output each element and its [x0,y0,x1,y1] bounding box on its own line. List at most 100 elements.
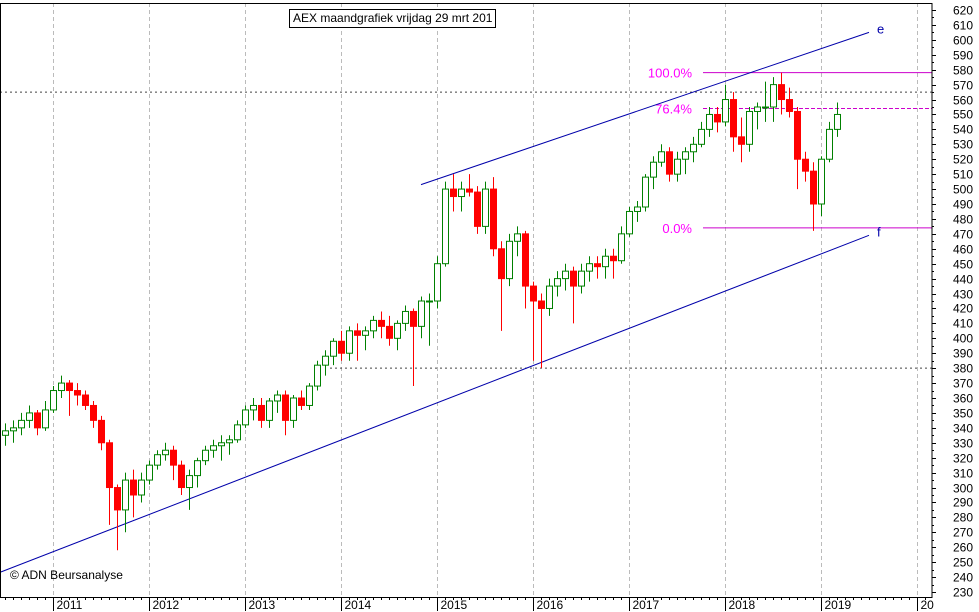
candle-body-down [130,479,137,496]
y-tick-label: 440 [953,273,973,287]
candle-body-up [266,400,273,421]
candle [738,117,745,163]
candle-body-up [722,99,729,123]
y-tick-label: 380 [953,362,973,376]
y-tick-label: 280 [953,511,973,525]
x-tick-label: 2012 [153,598,180,612]
candle-body-down [450,188,457,198]
candle [434,256,441,309]
y-tick-label: 270 [953,526,973,540]
candle [18,412,25,436]
x-tick-label: 2018 [729,598,756,612]
candle-body-down [522,233,529,287]
candle [826,121,833,163]
candle-body-down [802,158,809,172]
y-tick-label: 320 [953,452,973,466]
candle-body-down [90,404,97,421]
candle-body-down [378,319,385,327]
candle [242,405,249,428]
candle-body-down [354,330,361,336]
candle [482,181,489,234]
watermark: © ADN Beursanalyse [10,568,123,582]
candle [578,263,585,294]
candle [730,92,737,152]
candle [450,174,457,212]
candle-body-up [482,188,489,227]
y-tick-label: 240 [953,571,973,585]
candle [802,151,809,182]
candle-body-up [618,233,625,262]
candle [162,442,169,461]
y-tick-label: 250 [953,556,973,570]
candle-body-up [650,161,657,178]
y-tick-label: 410 [953,317,973,331]
candle [770,77,777,122]
candle-body-up [418,300,425,327]
candle [394,320,401,351]
candle-body-up [586,263,593,272]
candle-body-up [554,278,561,287]
candle-body-up [18,419,25,429]
candle [570,266,577,324]
candle [42,400,49,431]
y-tick-label: 510 [953,168,973,182]
candle [202,445,209,466]
candle-body-up [210,445,217,451]
candle-body-up [314,364,321,387]
candle [530,281,537,361]
candle-body-down [178,464,185,489]
candle-body-down [410,310,417,327]
candle-body-up [506,240,513,280]
candle-body-up [202,449,209,462]
candle-body-down [794,110,801,160]
candle-body-down [282,394,289,421]
y-tick-label: 420 [953,302,973,316]
candle [362,326,369,351]
candle [306,383,313,410]
candle [538,293,545,369]
candle [138,472,145,503]
x-tick-label: 2017 [633,598,660,612]
candle-body-up [546,285,553,309]
candle [690,136,697,163]
x-tick-label: 2014 [345,598,372,612]
candle-body-up [50,390,57,411]
candle-body-up [226,439,233,444]
y-tick-label: 600 [953,34,973,48]
candle [98,415,105,451]
candle [634,201,641,222]
y-tick-label: 370 [953,377,973,391]
y-tick-label: 540 [953,123,973,137]
candle [74,383,81,406]
y-tick-label: 550 [953,108,973,122]
candle [698,121,705,148]
candle-body-down [82,394,89,406]
candle [642,174,649,212]
y-tick-label: 260 [953,541,973,555]
candle [258,398,265,428]
candle [330,338,337,366]
candle [618,226,625,264]
candle [602,248,609,279]
candle [58,375,65,398]
candle-body-up [10,427,17,432]
candle [186,469,193,510]
y-tick-label: 290 [953,496,973,510]
candle [90,400,97,428]
candle-body-down [170,449,177,466]
trendline-e [420,31,870,186]
candle [722,84,729,127]
candle-body-down [530,285,537,302]
candle-body-down [386,325,393,339]
candle [322,350,329,376]
candle [354,323,361,361]
y-tick-label: 390 [953,347,973,361]
plot-frame [0,3,933,598]
candle-body-up [242,409,249,426]
candle-body-up [186,475,193,489]
candle-body-down [738,136,745,145]
dotted-reference-lines [0,91,932,369]
candle [818,156,825,216]
candle-body-up [26,412,33,421]
